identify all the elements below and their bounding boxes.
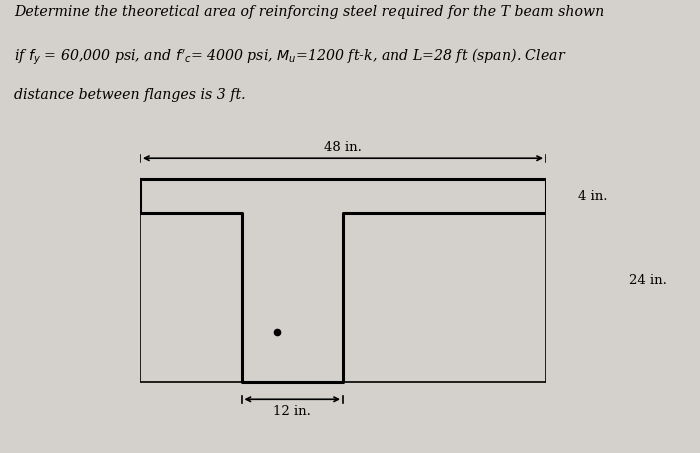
Text: 4 in.: 4 in.	[578, 190, 608, 203]
Bar	[140, 179, 546, 382]
Text: distance between flanges is 3 ft.: distance between flanges is 3 ft.	[14, 88, 246, 102]
Text: Determine the theoretical area of reinforcing steel required for the T beam show: Determine the theoretical area of reinfo…	[14, 5, 604, 19]
Text: 12 in.: 12 in.	[273, 405, 312, 418]
Text: 24 in.: 24 in.	[629, 275, 667, 287]
Text: 48 in.: 48 in.	[324, 141, 362, 154]
Text: if $f_y$ = 60,000 psi, and $f'_c$= 4000 psi, $M_u$=1200 ft-k, and L=28 ft (span): if $f_y$ = 60,000 psi, and $f'_c$= 4000 …	[14, 46, 566, 67]
